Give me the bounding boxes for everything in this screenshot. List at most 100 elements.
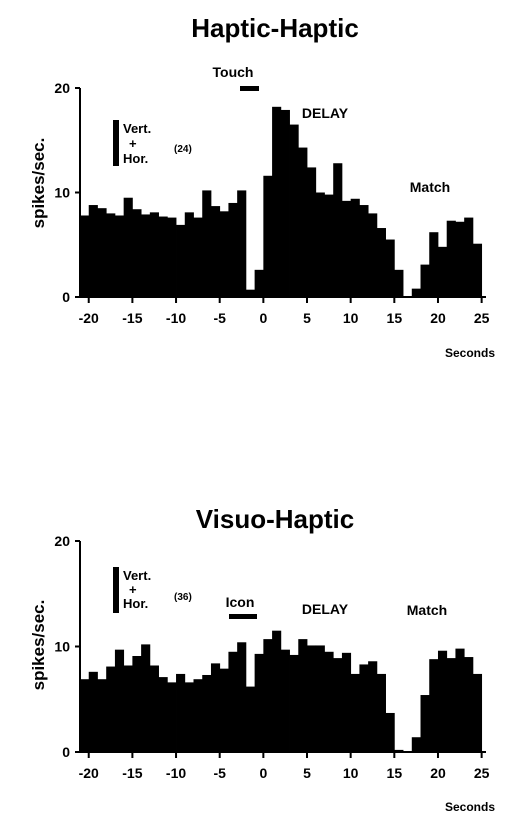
- bar: [420, 264, 430, 297]
- bar: [455, 221, 465, 297]
- bar: [385, 712, 395, 752]
- stimulus-label: Touch: [213, 64, 254, 80]
- bar: [315, 645, 325, 752]
- bar: [464, 657, 474, 752]
- y-axis-label: spikes/sec.: [29, 138, 48, 229]
- bar: [280, 649, 290, 752]
- x-tick-label: 25: [474, 765, 490, 781]
- bar: [359, 664, 369, 752]
- x-tick-label: 15: [387, 765, 403, 781]
- x-tick-label: 5: [303, 310, 311, 326]
- legend-vert: Vert.: [123, 568, 151, 583]
- legend: Vert. + Hor. (36): [113, 567, 192, 613]
- legend-plus: +: [129, 136, 137, 151]
- bar: [298, 639, 308, 752]
- bar: [472, 243, 483, 297]
- bar: [88, 671, 98, 752]
- x-axis-label: Seconds: [445, 800, 495, 814]
- bar: [324, 194, 334, 297]
- legend-plus: +: [129, 582, 137, 597]
- bar: [289, 124, 299, 297]
- y-tick-label: 20: [54, 80, 70, 96]
- scale-bar: [113, 120, 119, 166]
- x-tick-label: 10: [343, 310, 359, 326]
- x-tick-label: 5: [303, 765, 311, 781]
- bar: [315, 192, 325, 297]
- bar: [184, 682, 194, 752]
- y-tick-label: 20: [54, 533, 70, 549]
- bar: [429, 232, 439, 297]
- x-tick-label: -15: [122, 765, 142, 781]
- bar: [158, 216, 168, 297]
- bar: [158, 677, 168, 752]
- bar: [132, 209, 142, 297]
- x-tick-label: -20: [79, 765, 99, 781]
- chart-title: Haptic-Haptic: [191, 13, 359, 43]
- bar: [455, 648, 465, 752]
- bar: [202, 190, 212, 297]
- stimulus-bar: [229, 614, 257, 619]
- bar: [333, 658, 343, 752]
- legend-hor: Hor.: [123, 151, 148, 166]
- bar: [394, 269, 404, 297]
- x-tick-label: 20: [430, 310, 446, 326]
- bar: [411, 288, 421, 297]
- bar: [123, 197, 133, 297]
- bar: [106, 666, 116, 752]
- bar: [368, 661, 378, 752]
- bar: [289, 654, 299, 752]
- match-label: Match: [410, 179, 450, 195]
- stimulus-bar: [240, 86, 259, 91]
- chart-panel-visuo-haptic: Visuo-Haptic spikes/sec. Seconds Icon DE…: [29, 504, 495, 814]
- bar: [114, 649, 125, 752]
- bar: [437, 246, 448, 297]
- bar: [385, 239, 395, 297]
- y-tick-label: 0: [62, 289, 70, 305]
- bar: [254, 653, 264, 752]
- bar: [176, 673, 186, 752]
- x-tick-label: 15: [387, 310, 403, 326]
- x-tick-label: -5: [213, 765, 226, 781]
- bar: [88, 205, 98, 297]
- stimulus-label: Icon: [226, 594, 255, 610]
- x-tick-label: -5: [213, 310, 226, 326]
- bar: [254, 269, 264, 297]
- x-tick-label: 0: [259, 310, 267, 326]
- match-label: Match: [407, 602, 447, 618]
- x-tick-label: 0: [259, 765, 267, 781]
- bar: [272, 630, 282, 752]
- bar: [228, 651, 238, 752]
- bar: [429, 659, 439, 752]
- bar: [219, 668, 229, 752]
- bar: [376, 228, 386, 297]
- bar: [350, 198, 360, 297]
- x-tick-label: -10: [166, 765, 186, 781]
- x-tick-label: 25: [474, 310, 490, 326]
- delay-label: DELAY: [302, 105, 349, 121]
- x-tick-label: -15: [122, 310, 142, 326]
- axes: 0 10 20 -20 -15 -10 -5 0 5 10 15 20 25: [54, 80, 489, 326]
- bar: [464, 217, 474, 297]
- bar: [263, 639, 273, 752]
- x-tick-label: 10: [343, 765, 359, 781]
- x-tick-label: -10: [166, 310, 186, 326]
- bar: [324, 651, 334, 752]
- bar: [307, 167, 317, 297]
- bar: [80, 215, 90, 297]
- bar: [341, 200, 352, 297]
- bar: [210, 663, 221, 752]
- bar: [446, 658, 456, 752]
- bar: [245, 289, 256, 297]
- bar: [272, 106, 282, 297]
- bar: [376, 673, 386, 752]
- bar: [446, 220, 456, 297]
- bar: [359, 205, 369, 297]
- axes: 0 10 20 -20 -15 -10 -5 0 5 10 15 20 25: [54, 533, 489, 781]
- bar: [141, 214, 151, 297]
- bar: [420, 695, 430, 752]
- bar: [141, 644, 151, 752]
- bar: [472, 673, 483, 752]
- bar: [210, 206, 221, 297]
- bar: [341, 652, 352, 752]
- scale-bar: [113, 567, 119, 613]
